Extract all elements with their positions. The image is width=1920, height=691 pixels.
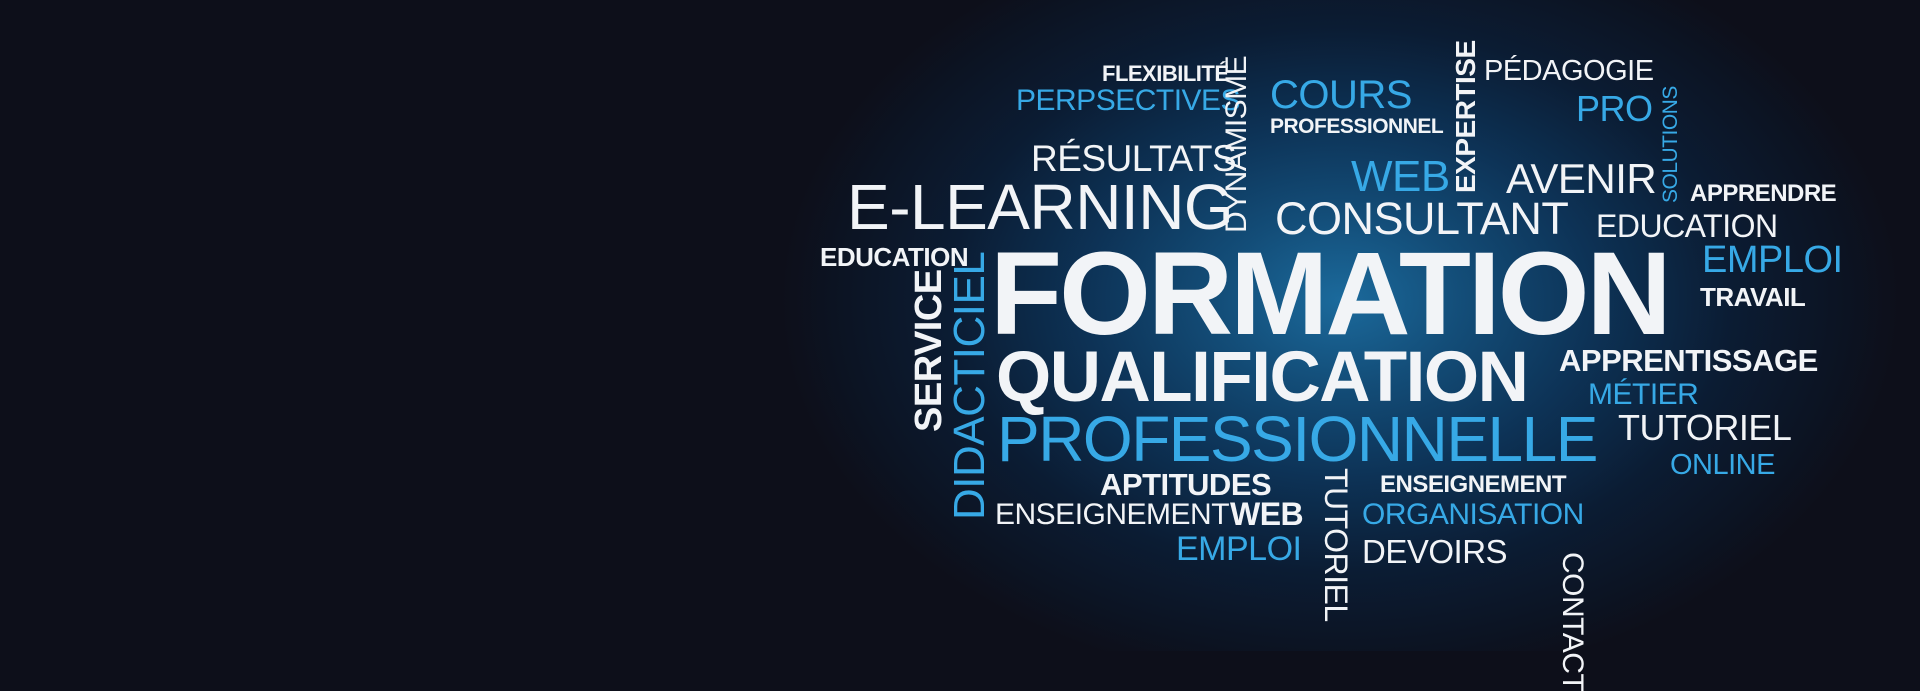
word-cours: COURS [1270,73,1412,117]
word-didacticiel: DIDACTICIEL [945,251,994,520]
word-education-left: EDUCATION [820,242,969,272]
word-apprentissage: APPRENTISSAGE [1559,343,1818,378]
word-travail: TRAVAIL [1700,282,1806,312]
word-enseignement-bold: ENSEIGNEMENT [1380,471,1567,498]
word-contact: CONTACT [1556,552,1589,691]
word-organisation: ORGANISATION [1362,498,1584,531]
word-education-right: EDUCATION [1596,208,1778,244]
word-apprendre: APPRENDRE [1690,180,1837,207]
word-enseignement-thin: ENSEIGNEMENT [995,498,1230,531]
word-solutions: SOLUTIONS [1659,86,1682,203]
word-online: ONLINE [1670,449,1775,481]
word-expertise: EXPERTISE [1450,40,1481,193]
word-pro: PRO [1576,88,1653,129]
word-resultats: RÉSULTATS [1031,138,1237,179]
word-elearning: E-LEARNING [847,171,1234,243]
word-web-top: WEB [1351,152,1450,201]
word-emploi-right: EMPLOI [1702,239,1843,281]
word-avenir: AVENIR [1506,155,1657,202]
word-emploi-bottom: EMPLOI [1176,530,1302,568]
word-formation: FORMATION [990,228,1672,360]
word-flexibilite: FLEXIBILITÉ [1102,61,1229,86]
word-perspectives: PERPSECTIVES [1016,84,1241,117]
word-pedagogie: PÉDAGOGIE [1484,55,1654,87]
word-aptitudes: APTITUDES [1100,467,1272,502]
word-devoirs: DEVOIRS [1362,533,1508,570]
word-metier: MÉTIER [1588,378,1699,411]
word-consultant: CONSULTANT [1275,193,1569,244]
word-qualification: QUALIFICATION [996,338,1529,417]
word-web-bottom: WEB [1230,496,1304,532]
word-tutoriel-vertical: TUTORIEL [1318,468,1354,622]
word-professionnel: PROFESSIONNEL [1270,115,1444,138]
word-professionnelle: PROFESSIONNELLE [997,403,1598,475]
word-service: SERVICE [908,269,950,432]
word-tutoriel-right: TUTORIEL [1618,407,1792,448]
